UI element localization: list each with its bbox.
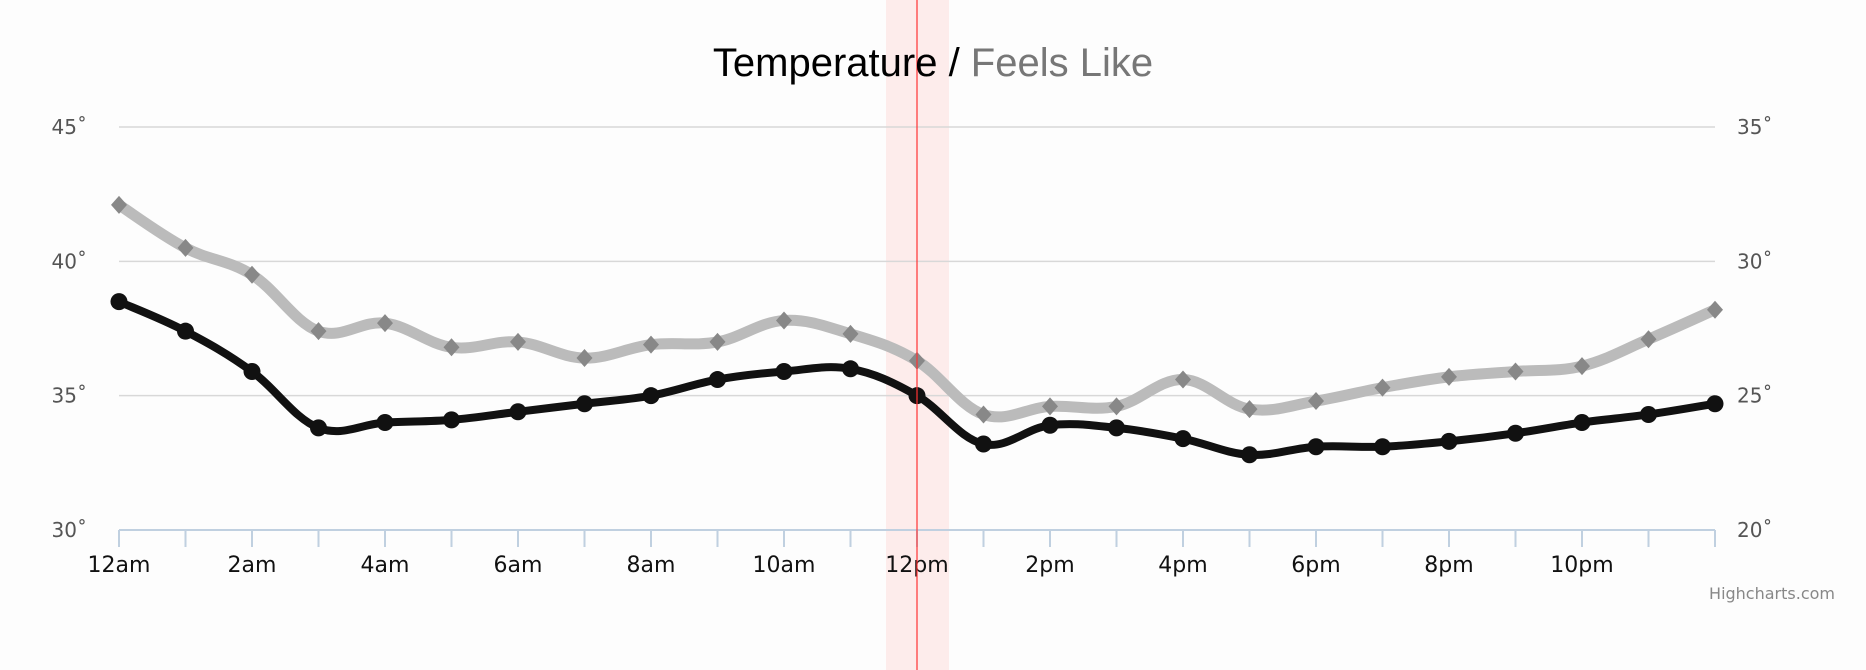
y-left-tick-label: 45˚ (52, 115, 87, 139)
title-primary: Temperature (713, 41, 938, 85)
highcharts-credit[interactable]: Highcharts.com (1709, 584, 1835, 603)
feels-like-point (1640, 330, 1657, 349)
temperature-point (1307, 438, 1325, 456)
x-tick-label: 2am (228, 553, 277, 578)
x-tick-label: 6am (494, 553, 543, 578)
x-tick-label: 4pm (1158, 553, 1207, 578)
x-tick-label: 6pm (1291, 553, 1340, 578)
feels-like-point (1175, 370, 1191, 389)
temperature-point (642, 387, 660, 405)
feels-like-point (1441, 367, 1457, 386)
temperature-point (1507, 424, 1524, 442)
x-tick-label: 10pm (1550, 553, 1613, 578)
temperature-point (1573, 414, 1591, 432)
grid-lines: 30˚ 35˚ 40˚ 45˚ 20˚ 25˚ 30˚ 35˚ (52, 115, 1773, 542)
temperature-point (509, 403, 527, 421)
feels-like-point (310, 322, 327, 341)
temperature-point (1174, 430, 1192, 448)
temperature-point (1041, 416, 1059, 434)
feels-like-point (643, 335, 659, 354)
temperature-point (576, 395, 593, 413)
feels-like-point (377, 314, 393, 333)
chart-title: Temperature / Feels Like (713, 41, 1153, 85)
temperature-point (1706, 395, 1724, 413)
y-right-tick-label: 20˚ (1737, 518, 1772, 542)
feels-like-point (443, 338, 460, 357)
y-left-tick-label: 30˚ (52, 518, 87, 542)
x-tick-label: 10am (753, 553, 816, 578)
series-layer (110, 195, 1724, 464)
feels-like-point (244, 265, 260, 284)
x-tick-label: 8am (627, 553, 676, 578)
feels-like-point (1507, 362, 1524, 381)
temperature-point (709, 371, 726, 389)
feels-like-point (776, 311, 792, 330)
temperature-point (842, 360, 859, 378)
x-tick-label: 4am (361, 553, 410, 578)
y-right-tick-label: 25˚ (1737, 384, 1772, 408)
y-right-tick-label: 35˚ (1737, 115, 1772, 139)
feels-like-point (510, 332, 526, 351)
temperature-point (1640, 405, 1657, 423)
temperature-point (376, 414, 394, 432)
temperature-point (1241, 446, 1258, 464)
title-secondary: Feels Like (971, 41, 1153, 85)
feels-like-point (576, 349, 593, 368)
feels-like-point (1042, 397, 1058, 416)
x-tick-label: 12am (88, 553, 151, 578)
temperature-point (310, 419, 327, 437)
feels-like-point (1574, 357, 1590, 376)
title-separator: / (937, 41, 970, 85)
feels-like-point (1241, 400, 1258, 419)
y-right-tick-label: 30˚ (1737, 249, 1772, 273)
temperature-point (1440, 432, 1458, 450)
feels-like-point (1308, 392, 1324, 411)
y-left-tick-label: 40˚ (52, 249, 87, 273)
temperature-point (975, 435, 992, 453)
temperature-point (177, 322, 194, 340)
x-tick-label: 8pm (1424, 553, 1473, 578)
feels-like-point (1374, 378, 1391, 397)
y-left-tick-label: 35˚ (52, 384, 87, 408)
temperature-point (243, 362, 261, 380)
feels-like-point (1108, 397, 1125, 416)
feels-like-point (975, 405, 992, 424)
feels-like-point (177, 238, 194, 257)
temperature-point (110, 293, 128, 311)
feels-like-point (842, 324, 859, 343)
feels-like-point (709, 332, 726, 351)
temperature-point (443, 411, 460, 429)
temperature-point (775, 362, 793, 380)
temperature-point (1108, 419, 1125, 437)
feels-like-point (111, 195, 127, 214)
temperature-point (1374, 438, 1391, 456)
x-tick-label: 2pm (1025, 553, 1074, 578)
feels-like-point (1707, 300, 1723, 319)
